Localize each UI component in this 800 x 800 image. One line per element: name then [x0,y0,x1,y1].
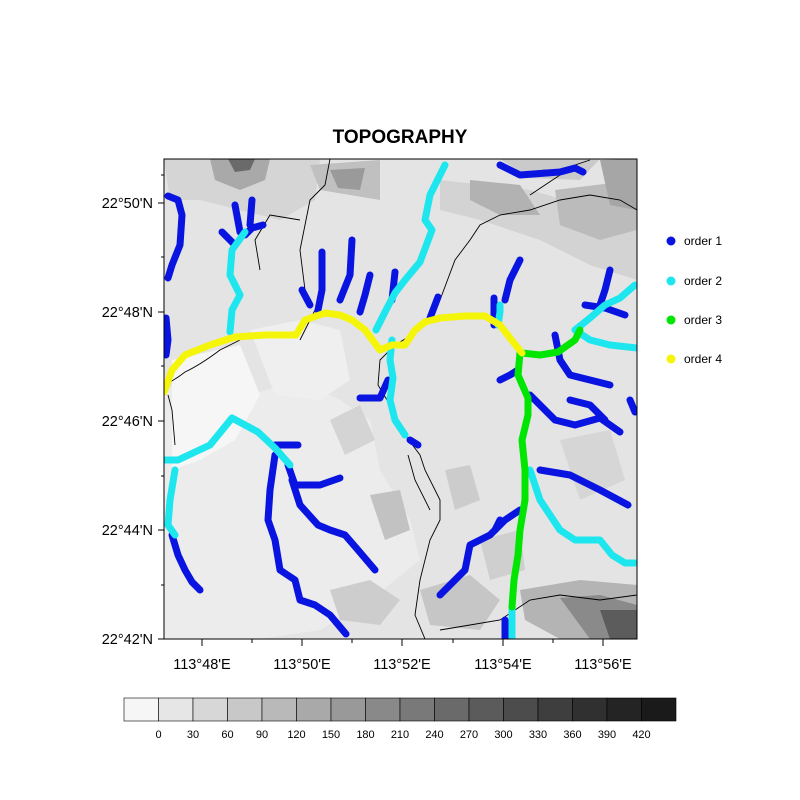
colorbar-swatch [468,697,504,722]
colorbar-swatch [503,697,539,722]
lat-tick-label: 22°42'N [102,632,153,648]
colorbar-label: 150 [322,729,340,741]
colorbar-swatch [158,697,194,722]
lon-tick-label: 113°48'E [173,657,231,673]
colorbar-label: 30 [187,729,199,741]
lon-tick-label: 113°52'E [373,657,431,673]
colorbar-label: 90 [256,729,268,741]
legend-marker-order-2 [666,276,676,286]
lat-tick-label: 22°50'N [102,196,153,212]
lat-tick-label: 22°48'N [102,305,153,321]
colorbar-label: 300 [494,729,512,741]
legend-label: order 4 [684,352,722,366]
colorbar-swatch [192,697,228,722]
colorbar-label: 180 [356,729,374,741]
terrain-shading [164,159,637,639]
legend-marker-order-1 [666,236,676,246]
colorbar-label: 210 [391,729,409,741]
colorbar-labels: 0 30 60 90 120 150 180 210 240 270 300 330 360 390 420 [155,729,650,741]
lon-tick-label: 113°54'E [474,657,532,673]
colorbar-swatch [434,697,470,722]
axis-ticks [158,174,604,646]
lat-tick-label: 22°44'N [102,523,153,539]
colorbar-swatch [399,697,435,722]
colorbar-label: 330 [529,729,547,741]
map-title: TOPOGRAPHY [333,127,468,148]
colorbar-swatch [296,697,332,722]
colorbar-swatch [330,697,366,722]
legend-label: order 3 [684,313,722,327]
colorbar-swatch [227,697,263,722]
colorbar-swatch [641,697,677,722]
lon-tick-label: 113°56'E [574,657,632,673]
colorbar-swatch [537,697,573,722]
map-panel: 22°50'N 22°48'N 22°46'N 22°44'N 22°42'N … [102,158,638,673]
colorbar-label: 360 [563,729,581,741]
lon-tick-label: 113°50'E [273,657,331,673]
river-order-3 [508,326,584,611]
river-order-4 [164,309,526,396]
map-frame [163,158,638,640]
colorbar-label: 60 [221,729,233,741]
legend-label: order 2 [684,274,722,288]
colorbar-swatch [572,697,608,722]
colorbar-swatches [123,697,677,722]
lat-tick-label: 22°46'N [102,414,153,430]
colorbar-label: 420 [632,729,650,741]
colorbar-label: 270 [460,729,478,741]
colorbar-label: 390 [598,729,616,741]
colorbar-swatch [123,697,159,722]
legend: order 1 order 2 order 3 order 4 [666,234,722,366]
colorbar-swatch [365,697,401,722]
colorbar-swatch [606,697,642,722]
colorbar-label: 120 [287,729,305,741]
colorbar-label: 0 [155,729,161,741]
legend-marker-order-4 [666,354,676,364]
legend-marker-order-3 [666,315,676,325]
legend-label: order 1 [684,234,722,248]
colorbar: 0 30 60 90 120 150 180 210 240 270 300 330 360 390 420 [123,697,677,741]
colorbar-label: 240 [425,729,443,741]
colorbar-swatch [261,697,297,722]
